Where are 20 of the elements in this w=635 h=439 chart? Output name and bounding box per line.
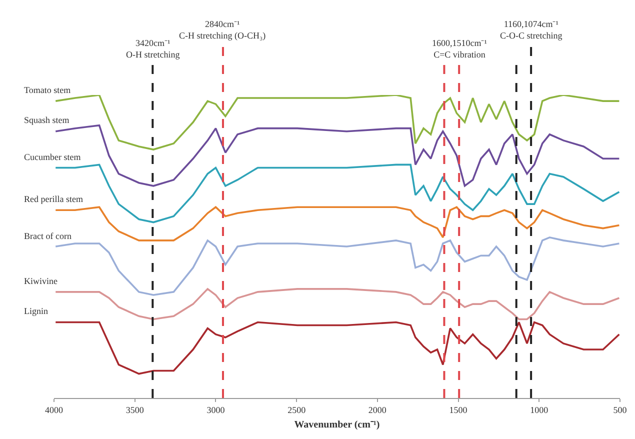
x-tick-label: 3000 bbox=[206, 404, 226, 415]
ref-line-label: 2840cm⁻¹ C-H stretching (O-CH₃) bbox=[179, 19, 266, 41]
ref-line-label: 1600,1510cm⁻¹ C=C vibration bbox=[432, 38, 488, 60]
x-tick-label: 2500 bbox=[288, 404, 306, 415]
series-label: Kiwivine bbox=[24, 276, 58, 286]
ref-line-label: 3420cm⁻¹ O-H stretching bbox=[126, 38, 180, 60]
series-label: Lignin bbox=[24, 306, 48, 316]
x-axis-title: Wavenumber (cm⁻¹) bbox=[294, 419, 380, 430]
x-tick-label: 500 bbox=[613, 404, 628, 415]
series-label: Bract of corn bbox=[24, 231, 72, 241]
x-tick-label: 1500 bbox=[449, 404, 468, 415]
ref-line-label: 1160,1074cm⁻¹ C-O-C stretching bbox=[500, 19, 563, 41]
series-label: Tomato stem bbox=[24, 85, 71, 95]
x-tick-label: 3500 bbox=[126, 404, 144, 415]
x-tick-label: 4000 bbox=[45, 404, 64, 415]
series-label: Cucumber stem bbox=[24, 152, 81, 162]
series-label: Squash stem bbox=[24, 115, 70, 125]
series-label: Red perilla stem bbox=[24, 194, 83, 204]
x-tick-label: 2000 bbox=[368, 404, 387, 415]
x-tick-label: 1000 bbox=[530, 404, 549, 415]
